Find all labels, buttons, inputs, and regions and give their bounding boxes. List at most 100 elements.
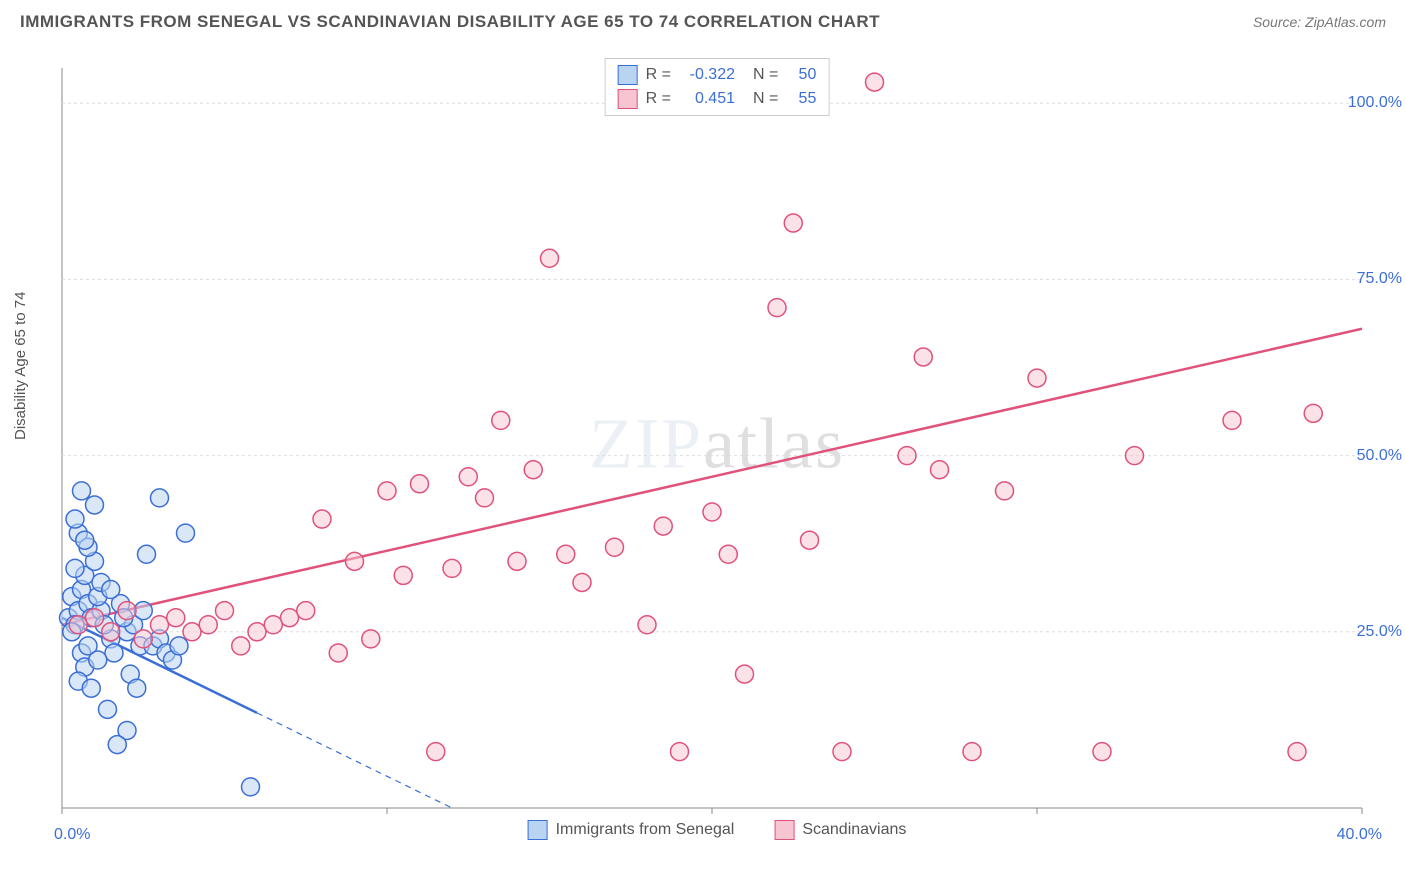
data-point	[508, 552, 526, 570]
y-tick-label: 100.0%	[1348, 94, 1402, 112]
data-point	[73, 482, 91, 500]
data-point	[199, 616, 217, 634]
data-point	[102, 623, 120, 641]
data-point	[443, 559, 461, 577]
data-point	[297, 602, 315, 620]
data-point	[1126, 447, 1144, 465]
data-point	[232, 637, 250, 655]
data-point	[931, 461, 949, 479]
data-point	[151, 489, 169, 507]
data-point	[476, 489, 494, 507]
legend-swatch	[618, 89, 638, 109]
data-point	[898, 447, 916, 465]
data-point	[242, 778, 260, 796]
data-point	[151, 616, 169, 634]
data-point	[105, 644, 123, 662]
data-point	[102, 581, 120, 599]
data-point	[492, 411, 510, 429]
legend-n-label: N =	[753, 90, 778, 108]
data-point	[183, 623, 201, 641]
y-tick-label: 50.0%	[1357, 447, 1402, 465]
data-point	[411, 475, 429, 493]
legend-n-value: 55	[786, 90, 816, 108]
correlation-legend: R = -0.322 N = 50 R = 0.451 N = 55	[605, 58, 830, 116]
legend-n-value: 50	[786, 66, 816, 84]
scatter-chart-svg	[52, 58, 1382, 838]
data-point	[69, 616, 87, 634]
data-point	[606, 538, 624, 556]
data-point	[1093, 743, 1111, 761]
data-point	[167, 609, 185, 627]
data-point	[86, 609, 104, 627]
data-point	[963, 743, 981, 761]
data-point	[1288, 743, 1306, 761]
legend-bottom-item: Immigrants from Senegal	[528, 820, 735, 840]
legend-n-label: N =	[753, 66, 778, 84]
legend-r-label: R =	[646, 90, 671, 108]
data-point	[86, 496, 104, 514]
legend-r-value: 0.451	[679, 90, 735, 108]
data-point	[362, 630, 380, 648]
data-point	[573, 573, 591, 591]
data-point	[1028, 369, 1046, 387]
data-point	[99, 700, 117, 718]
data-point	[768, 299, 786, 317]
data-point	[177, 524, 195, 542]
data-point	[138, 545, 156, 563]
data-point	[996, 482, 1014, 500]
legend-r-label: R =	[646, 66, 671, 84]
data-point	[66, 510, 84, 528]
data-point	[89, 651, 107, 669]
data-point	[541, 249, 559, 267]
data-point	[654, 517, 672, 535]
data-point	[866, 73, 884, 91]
data-point	[703, 503, 721, 521]
data-point	[638, 616, 656, 634]
y-tick-label: 25.0%	[1357, 623, 1402, 641]
data-point	[459, 468, 477, 486]
data-point	[736, 665, 754, 683]
data-point	[82, 679, 100, 697]
data-point	[914, 348, 932, 366]
data-point	[427, 743, 445, 761]
data-point	[1304, 404, 1322, 422]
data-point	[719, 545, 737, 563]
data-point	[378, 482, 396, 500]
data-point	[134, 602, 152, 620]
chart-area: ZIPatlas R =-0.322 N =50R =0.451 N =55 I…	[52, 58, 1382, 838]
chart-title: IMMIGRANTS FROM SENEGAL VS SCANDINAVIAN …	[20, 12, 880, 32]
data-point	[170, 637, 188, 655]
x-tick-label-max: 40.0%	[1337, 826, 1382, 844]
series-legend: Immigrants from Senegal Scandinavians	[528, 820, 907, 840]
data-point	[108, 736, 126, 754]
data-point	[784, 214, 802, 232]
y-tick-label: 75.0%	[1357, 270, 1402, 288]
legend-series-name: Immigrants from Senegal	[556, 821, 735, 839]
source-attribution: Source: ZipAtlas.com	[1253, 14, 1386, 30]
data-point	[801, 531, 819, 549]
legend-bottom-item: Scandinavians	[774, 820, 906, 840]
data-point	[118, 602, 136, 620]
x-tick-label-min: 0.0%	[54, 826, 90, 844]
data-point	[66, 559, 84, 577]
y-axis-label: Disability Age 65 to 74	[12, 292, 29, 440]
data-point	[76, 531, 94, 549]
data-point	[313, 510, 331, 528]
legend-swatch	[528, 820, 548, 840]
data-point	[216, 602, 234, 620]
legend-swatch	[774, 820, 794, 840]
legend-row: R = -0.322 N = 50	[618, 63, 817, 87]
data-point	[264, 616, 282, 634]
legend-row: R = 0.451 N = 55	[618, 87, 817, 111]
data-point	[1223, 411, 1241, 429]
data-point	[134, 630, 152, 648]
legend-series-name: Scandinavians	[802, 821, 906, 839]
header: IMMIGRANTS FROM SENEGAL VS SCANDINAVIAN …	[0, 0, 1406, 40]
data-point	[557, 545, 575, 563]
data-point	[524, 461, 542, 479]
data-point	[281, 609, 299, 627]
data-point	[346, 552, 364, 570]
data-point	[128, 679, 146, 697]
legend-r-value: -0.322	[679, 66, 735, 84]
legend-swatch	[618, 65, 638, 85]
